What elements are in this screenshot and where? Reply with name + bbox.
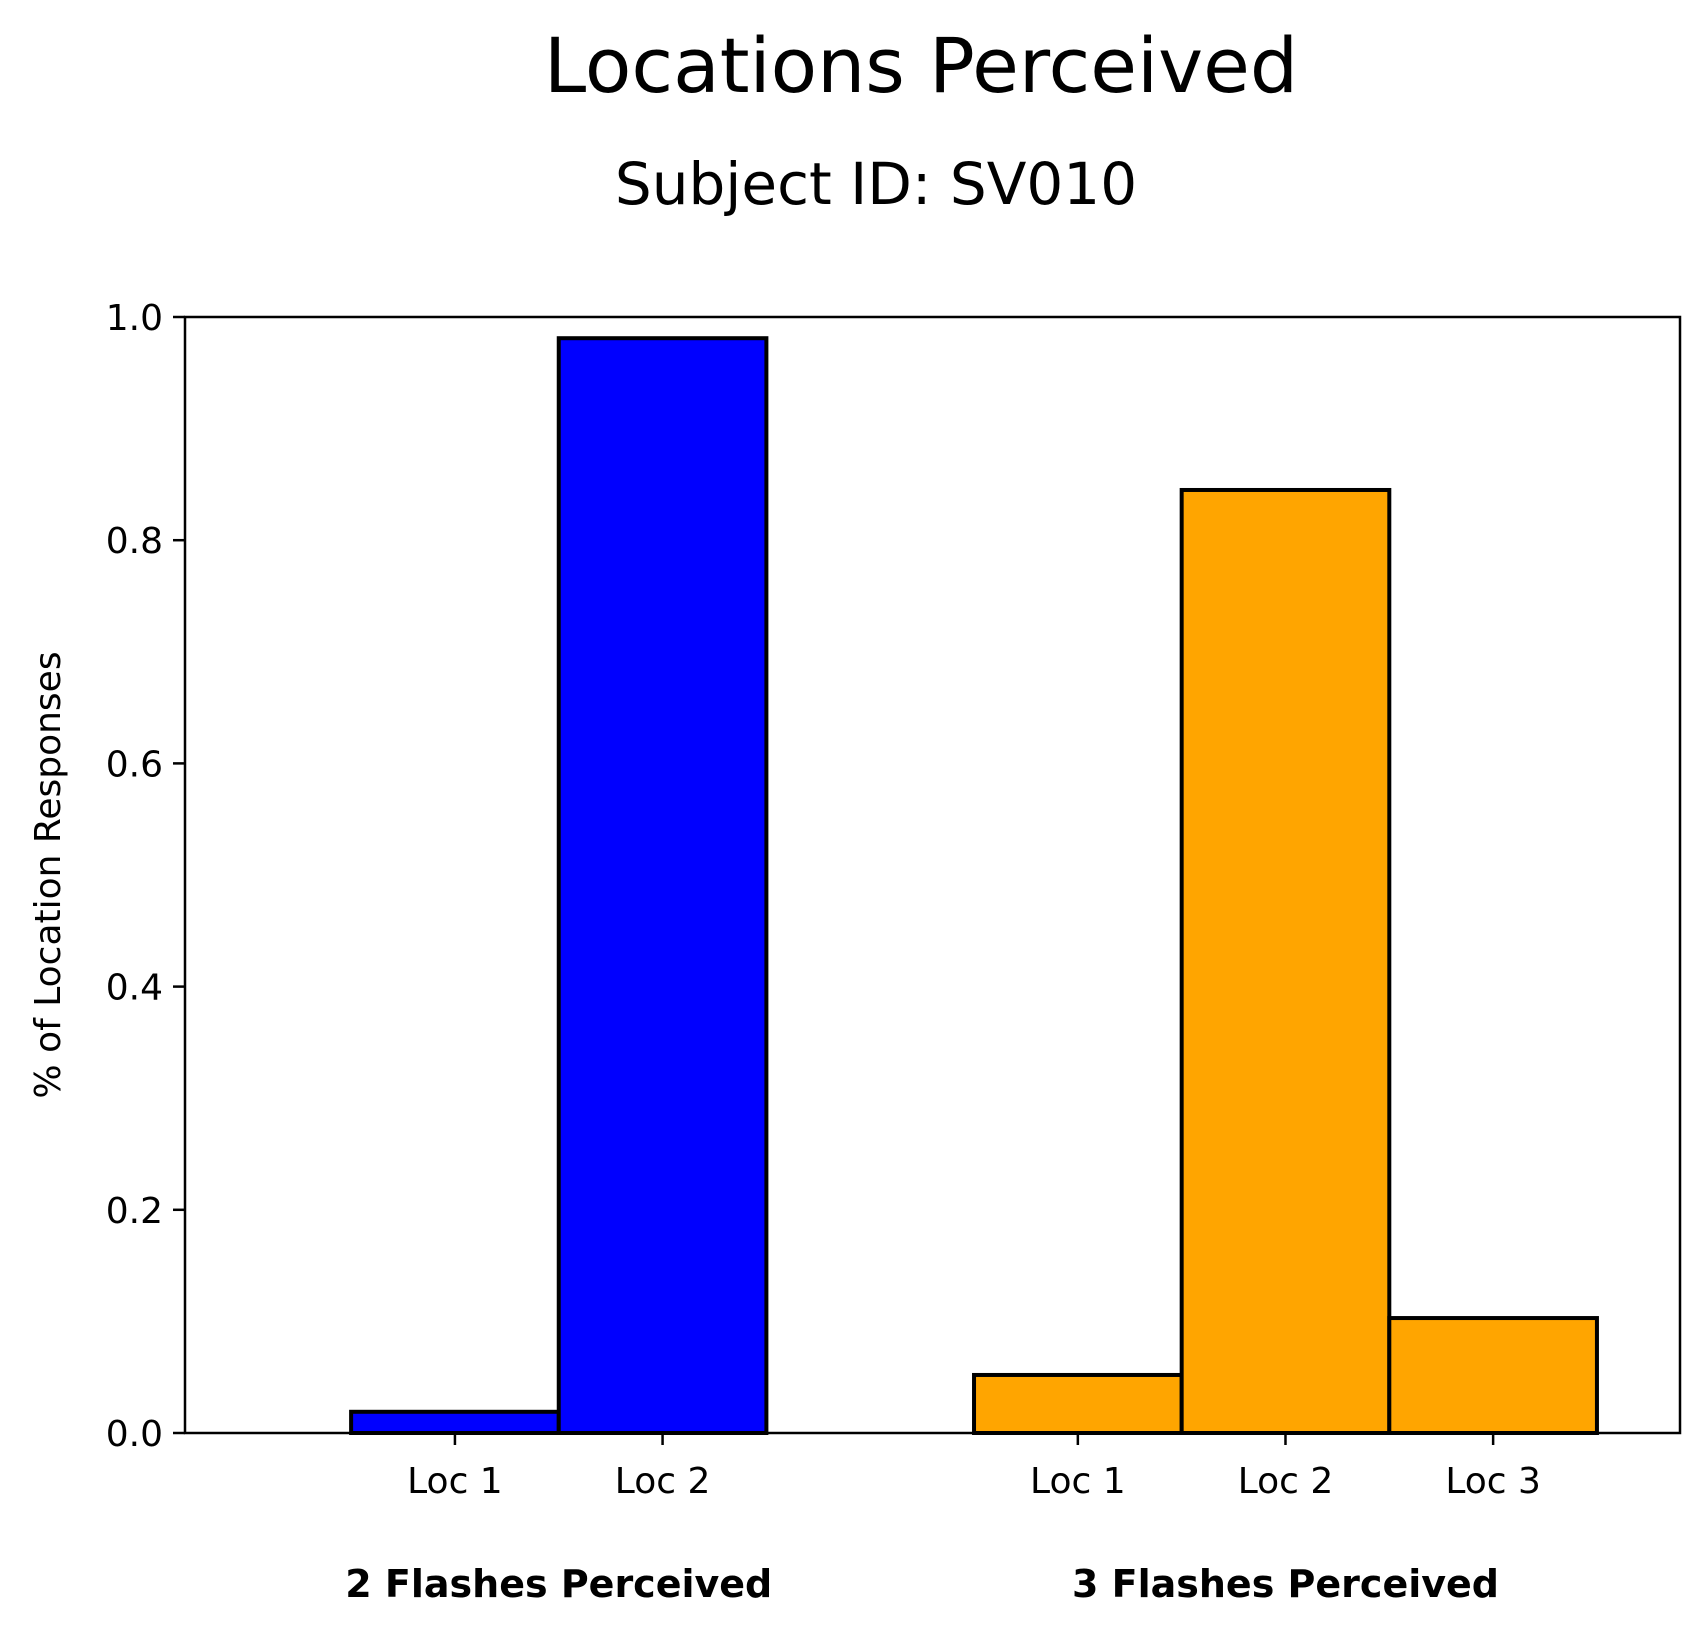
y-tick-label: 1.0 (106, 298, 163, 339)
y-tick-label: 0.4 (106, 968, 163, 1009)
axes-layer: Loc 1 Loc 2 2 Flashes Perceived Loc 1 Loc 2 L… (106, 298, 1682, 1606)
x-tick-label: Loc 2 (615, 1461, 711, 1502)
bar-3flashes-loc2 (1179, 487, 1392, 1436)
bar-2flashes-loc1 (349, 1409, 561, 1436)
plot-frame (183, 315, 1682, 1435)
x-tick-label: Loc 1 (407, 1461, 503, 1502)
y-tick-label: 0.8 (106, 521, 163, 562)
y-tick-label: 0.0 (106, 1414, 163, 1455)
bars-layer (349, 336, 1599, 1436)
x-tick-label: Loc 1 (1030, 1461, 1126, 1502)
y-tick-label: 0.6 (106, 744, 163, 785)
bar-3flashes-loc1 (972, 1372, 1184, 1436)
chart-subtitle: Subject ID: SV010 (615, 150, 1137, 218)
y-tick-label: 0.2 (106, 1191, 163, 1232)
x-tick-label: Loc 3 (1445, 1461, 1541, 1502)
group-label-2-flashes: 2 Flashes Perceived (345, 1562, 772, 1606)
bar-3flashes-loc3 (1387, 1316, 1599, 1435)
group-label-3-flashes: 3 Flashes Perceived (1072, 1562, 1499, 1606)
y-axis-label: % of Location Responses (28, 651, 69, 1098)
chart-title: Locations Perceived (544, 21, 1298, 110)
bar-2flashes-loc2 (556, 336, 769, 1436)
x-tick-label: Loc 2 (1238, 1461, 1334, 1502)
